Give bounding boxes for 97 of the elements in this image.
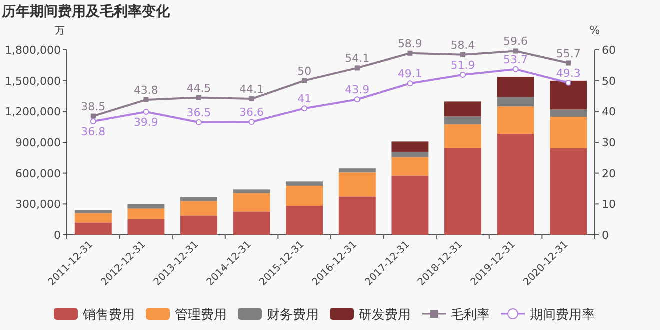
y-tick-label: 1,200,000 [5,106,61,119]
bar [444,124,482,148]
y-tick-label: 300,000 [16,198,61,212]
data-label: 44.1 [240,83,264,96]
point [248,119,255,126]
bar [444,116,482,124]
data-label: 44.5 [186,82,212,95]
point [460,72,466,78]
bar [180,216,218,235]
bar [392,176,429,235]
bar [180,201,218,216]
bar [128,204,165,209]
point [354,96,360,103]
point [90,114,96,119]
y2-axis-title: % [590,24,600,37]
bar [444,102,482,117]
point [513,48,518,54]
y-tick-label: 600,000 [16,167,61,180]
data-label: 55.7 [556,47,581,60]
bar [550,80,588,110]
data-label: 51.9 [450,58,476,72]
bar [286,182,324,186]
point [512,66,519,72]
data-label: 38.5 [81,100,106,114]
data-label: 41 [298,92,312,106]
legend-label: 管理费用 [175,308,227,323]
point [407,80,414,87]
y2-tick-label: 20 [602,167,616,180]
bar [338,168,376,173]
data-label: 54.1 [345,52,370,66]
data-label: 39.9 [134,116,158,129]
data-label: 36.6 [240,106,264,120]
bar [74,222,112,235]
y-tick-label: 900,000 [16,136,61,150]
point [196,119,202,126]
bar [233,193,270,212]
bar [392,157,429,176]
legend-label: 毛利率 [451,307,490,323]
y2-tick-label: 50 [602,74,616,88]
point [249,96,254,102]
y-axis-title: 万 [55,26,65,37]
y-tick-label: 1,800,000 [5,44,61,57]
legend-label: 销售费用 [82,308,135,323]
bar [392,152,429,158]
bar [180,197,218,202]
y2-tick-label: 0 [602,229,609,242]
point [460,52,466,58]
legend-label: 期间费用率 [530,307,595,323]
y2-tick-label: 60 [602,44,616,57]
point [90,118,96,125]
legend-label: 研发费用 [359,308,411,323]
bar [128,219,165,235]
point [196,95,202,100]
data-label: 53.7 [504,53,528,66]
data-label: 58.9 [398,37,422,50]
data-label: 49.3 [556,66,581,80]
data-label: 50 [298,64,312,78]
point [566,60,572,66]
bar [286,206,324,235]
data-label: 59.6 [504,35,528,48]
y-tick-label: 0 [54,229,61,242]
point [566,80,572,86]
chart-title: 历年期间费用及毛利率变化 [1,3,171,20]
bar [444,148,482,235]
bar [550,117,588,148]
point [143,108,150,115]
bar [497,106,534,134]
data-label: 36.8 [81,126,106,139]
data-label: 43.9 [345,84,370,97]
bar [497,97,534,107]
y2-tick-label: 40 [602,106,616,119]
data-label: 49.1 [398,68,422,81]
point [302,78,308,84]
bar [497,134,534,235]
y2-tick-label: 30 [602,136,616,150]
bar [338,172,376,197]
data-label: 43.8 [134,84,158,97]
point [354,66,360,71]
bar [392,142,429,152]
bar [286,186,324,206]
point [408,50,413,56]
point [144,97,149,102]
bar [550,148,588,235]
bar [74,213,112,223]
bar [550,110,588,118]
bar [74,210,112,214]
point [302,106,308,112]
data-label: 36.5 [186,106,212,120]
data-label: 58.4 [450,38,476,52]
bar [233,212,270,235]
y-tick-label: 1,500,000 [5,74,61,88]
bar [497,77,534,98]
legend-label: 财务费用 [267,308,319,323]
bar [233,190,270,194]
y2-tick-label: 10 [602,198,616,212]
bar [338,196,376,235]
bar [128,208,165,220]
